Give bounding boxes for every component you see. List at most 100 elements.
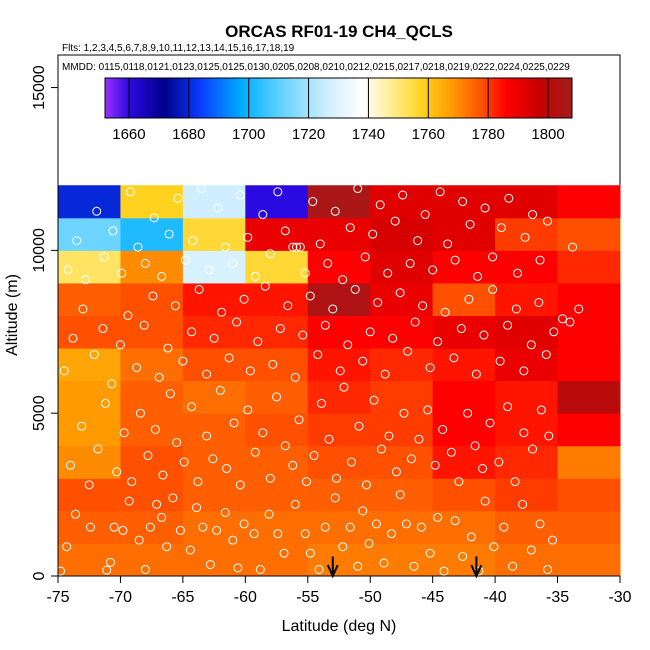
- heatmap-cell: [495, 348, 559, 382]
- sample-point: [243, 232, 253, 242]
- heatmap-cell: [245, 543, 309, 577]
- sample-point: [543, 564, 553, 574]
- sample-point: [508, 561, 518, 571]
- heatmap-cell: [432, 510, 496, 544]
- sample-point: [435, 187, 445, 197]
- sample-point: [558, 314, 568, 324]
- heatmap-cell: [58, 315, 121, 349]
- sample-point: [309, 451, 319, 461]
- heatmap-cell: [120, 185, 184, 219]
- sample-point: [565, 317, 575, 327]
- heatmap-cell: [432, 380, 496, 414]
- sample-point: [409, 561, 419, 571]
- sample-point: [243, 405, 253, 415]
- sample-point: [373, 297, 383, 307]
- sample-point: [314, 564, 324, 574]
- sample-point: [320, 320, 330, 330]
- heatmap-cell: [557, 413, 621, 447]
- heatmap-cell: [557, 250, 621, 284]
- heatmap-cell: [557, 282, 621, 316]
- x-tick-label: -40: [484, 589, 507, 606]
- heatmap-cell: [245, 185, 309, 219]
- sample-point: [443, 239, 453, 249]
- sample-point: [450, 516, 460, 526]
- heatmap-cell: [370, 250, 434, 284]
- sample-point: [519, 366, 529, 376]
- sample-point: [265, 473, 275, 483]
- sample-point: [368, 229, 378, 239]
- heatmap-cell: [245, 413, 309, 447]
- heatmap-cell: [182, 380, 246, 414]
- sample-point: [105, 557, 115, 567]
- sample-point: [354, 421, 364, 431]
- sample-point: [229, 418, 239, 428]
- sample-point: [330, 206, 340, 216]
- heatmap-cell: [432, 217, 496, 251]
- sample-point: [465, 219, 475, 229]
- sample-point: [173, 193, 183, 203]
- heatmap-cell: [370, 478, 434, 512]
- sample-point: [249, 529, 259, 539]
- x-tick-label: -65: [171, 589, 194, 606]
- sample-point: [479, 330, 489, 340]
- heatmap-cell: [245, 282, 309, 316]
- sample-point: [449, 353, 459, 363]
- sample-point: [395, 490, 405, 500]
- x-tick-label: -60: [234, 589, 257, 606]
- sample-point: [202, 369, 212, 379]
- sample-point: [488, 252, 498, 262]
- sample-point: [149, 213, 159, 223]
- sample-point: [300, 529, 310, 539]
- dates-subtitle: MMDD: 0115,0118,0121,0123,0125,0125,0130…: [62, 62, 570, 73]
- heatmap-cell: [557, 445, 621, 479]
- sample-point: [117, 268, 127, 278]
- sample-point: [380, 369, 390, 379]
- heatmap-cell: [557, 380, 621, 414]
- x-axis-label: Latitude (deg N): [282, 618, 397, 635]
- sample-point: [335, 366, 345, 376]
- x-tick-label: -30: [608, 589, 631, 606]
- sample-point: [202, 431, 212, 441]
- sample-point: [158, 470, 168, 480]
- sample-point: [212, 525, 222, 535]
- sample-point: [143, 451, 153, 461]
- sample-point: [364, 538, 374, 548]
- sample-point: [65, 460, 75, 470]
- sample-point: [535, 255, 545, 265]
- sample-point: [428, 265, 438, 275]
- sample-point: [245, 366, 255, 376]
- sample-point: [446, 447, 456, 457]
- sample-point: [450, 255, 460, 265]
- sample-point: [77, 421, 87, 431]
- colorbar-tick-label: 1720: [292, 126, 325, 143]
- heatmap-cell: [245, 217, 309, 251]
- heatmap-cell: [58, 510, 121, 544]
- x-tick-label: -75: [46, 589, 69, 606]
- heatmap-cell: [245, 478, 309, 512]
- sample-point: [217, 307, 227, 317]
- sample-point: [292, 242, 302, 252]
- heatmap-cell: [432, 445, 496, 479]
- sample-point: [178, 356, 188, 366]
- sample-point: [339, 382, 349, 392]
- sample-point: [264, 509, 274, 519]
- sample-point: [170, 301, 180, 311]
- heatmap-cell: [58, 348, 121, 382]
- colorbar-tick-label: 1780: [471, 126, 504, 143]
- y-tick-label: 10000: [31, 228, 48, 273]
- heatmap-cell: [58, 380, 121, 414]
- sample-point: [406, 454, 416, 464]
- heatmap-cell: [120, 510, 184, 544]
- sample-point: [180, 255, 190, 265]
- heatmap-cell: [307, 217, 371, 251]
- sample-point: [386, 529, 396, 539]
- sample-point: [198, 522, 208, 532]
- sample-point: [260, 281, 270, 291]
- x-tick-label: -50: [359, 589, 382, 606]
- heatmap-cell: [557, 217, 621, 251]
- sample-point: [478, 464, 488, 474]
- sample-point: [496, 223, 506, 233]
- sample-point: [488, 284, 498, 294]
- sample-point: [353, 561, 363, 571]
- sample-point: [220, 508, 230, 518]
